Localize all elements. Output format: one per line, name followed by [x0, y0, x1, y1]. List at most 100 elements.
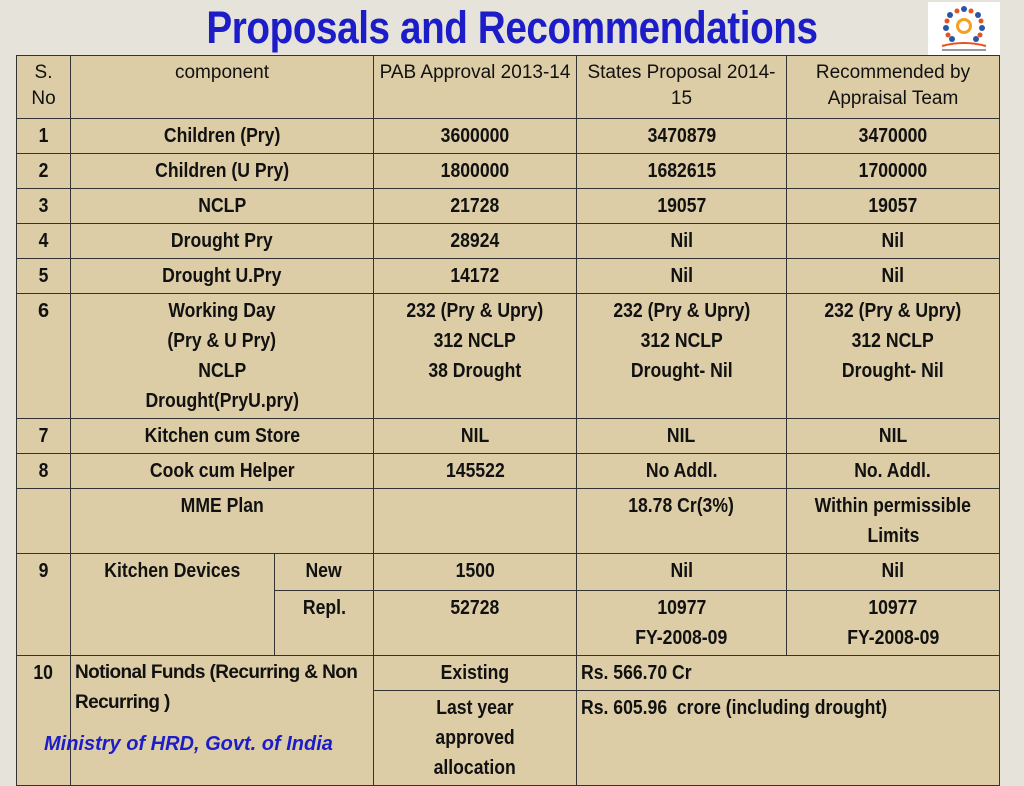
table-header-row: S. No component PAB Approval 2013-14 Sta…	[16, 55, 1000, 119]
cell-pab: 145522	[373, 453, 577, 489]
scheme-logo	[928, 2, 1000, 56]
cell-line: allocation	[433, 757, 517, 779]
cell-text: 1700000	[858, 160, 928, 182]
cell-pab: 1500	[373, 553, 577, 591]
table-row: 2 Children (U Pry) 1800000 1682615 1700000	[16, 153, 1000, 189]
table-row-cook: 8 Cook cum Helper 145522 No Addl. No. Ad…	[16, 453, 1000, 489]
cell-states: Nil	[576, 223, 787, 259]
table-row: 3 NCLP 21728 19057 19057	[16, 188, 1000, 224]
header-states-proposal: States Proposal 2014-15	[576, 55, 787, 119]
cell-notional-label: Existing	[373, 655, 577, 691]
cell-line: NCLP	[198, 360, 246, 382]
cell-text: Nil	[670, 560, 693, 582]
cell-text: Nil	[881, 230, 905, 252]
cell-states: 10977 FY-2008-09	[576, 590, 787, 656]
cell-sno: 1	[16, 118, 71, 154]
proposals-table: S. No component PAB Approval 2013-14 Sta…	[16, 55, 1000, 786]
table-row-working-day: 6 Working Day (Pry & U Pry) NCLP Drought…	[16, 293, 1000, 419]
header-pab-approval: PAB Approval 2013-14	[373, 55, 577, 119]
cell-line: Limits	[867, 525, 919, 547]
cell-component: Drought U.Pry	[70, 258, 374, 294]
cell-text: 3600000	[440, 125, 510, 147]
cell-sno: 7	[16, 418, 71, 454]
cell-states: No Addl.	[576, 453, 787, 489]
cell-line: approved	[435, 727, 515, 749]
cell-text: Drought Pry	[171, 230, 273, 252]
table-row-kitchen-devices-new: 9 Kitchen Devices New 1500 Nil Nil	[16, 553, 1000, 656]
cell-states: Nil	[576, 553, 787, 591]
table-row-kitchen-store: 7 Kitchen cum Store NIL NIL NIL	[16, 418, 1000, 454]
cell-line: Drought(PryU.pry)	[145, 390, 299, 412]
cell-component: Children (Pry)	[70, 118, 374, 154]
cell-line: 232 (Pry & Upry)	[406, 300, 544, 322]
cell-pab: 3600000	[373, 118, 577, 154]
cell-line: 38 Drought	[428, 360, 522, 382]
cell-subtype: Repl.	[274, 590, 374, 656]
cell-component: NCLP	[70, 188, 374, 224]
cell-text: Rs. 566.70 Cr	[581, 662, 692, 684]
cell-states: 19057	[576, 188, 787, 224]
cell-text: 8	[38, 460, 49, 482]
cell-line: 232 (Pry & Upry)	[613, 300, 750, 322]
cell-states: 1682615	[576, 153, 787, 189]
cell-text: Cook cum Helper	[149, 460, 295, 482]
cell-text: Nil	[881, 560, 905, 582]
cell-sno: 8	[16, 453, 71, 489]
cell-text: NIL	[667, 425, 696, 447]
cell-states: 3470879	[576, 118, 787, 154]
cell-recommended: Nil	[786, 553, 1000, 591]
cell-sno: 10	[16, 655, 71, 786]
cell-pab: 28924	[373, 223, 577, 259]
table-row: 1 Children (Pry) 3600000 3470879 3470000	[16, 118, 1000, 154]
cell-text: 21728	[450, 195, 500, 217]
cell-recommended: 232 (Pry & Upry) 312 NCLP Drought- Nil	[786, 293, 1000, 419]
cell-notional-value: Rs. 605.96 crore (including drought)	[576, 690, 1000, 786]
cell-component: MME Plan	[70, 488, 374, 554]
cell-text: Kitchen cum Store	[144, 425, 300, 447]
cell-text: NIL	[460, 425, 490, 447]
cell-text: 4	[38, 230, 49, 252]
cell-recommended: No. Addl.	[786, 453, 1000, 489]
cell-line: Working Day	[168, 300, 276, 322]
cell-text: 19057	[657, 195, 706, 217]
cell-text: MME Plan	[180, 495, 264, 517]
cell-states: Nil	[576, 258, 787, 294]
cell-component: Cook cum Helper	[70, 453, 374, 489]
cell-notional-value: Rs. 566.70 Cr	[576, 655, 1000, 691]
cell-text: Children (U Pry)	[155, 160, 289, 182]
cell-sno: 4	[16, 223, 71, 259]
cell-text: Children (Pry)	[163, 125, 281, 147]
cell-line: FY-2008-09	[635, 627, 728, 649]
cell-text: 14172	[450, 265, 500, 287]
cell-line: 10977	[868, 597, 918, 619]
cell-text: 5	[38, 265, 49, 287]
cell-recommended: Nil	[786, 258, 1000, 294]
cell-text: 9	[38, 560, 49, 582]
cell-text: 10	[33, 662, 54, 684]
cell-text: 3470879	[647, 125, 716, 147]
cell-component: Kitchen Devices	[70, 553, 275, 656]
cell-sno: 6	[16, 293, 71, 419]
cell-text: Rs. 605.96 crore (including drought)	[581, 697, 888, 719]
cell-recommended: Within permissible Limits	[786, 488, 1000, 554]
cell-sno	[16, 488, 71, 554]
cell-pab: 232 (Pry & Upry) 312 NCLP 38 Drought	[373, 293, 577, 419]
cell-recommended: 3470000	[786, 118, 1000, 154]
cell-text: Kitchen Devices	[104, 560, 241, 582]
cell-states: 18.78 Cr(3%)	[576, 488, 787, 554]
cell-line: 312 NCLP	[433, 330, 517, 352]
footer-ministry: Ministry of HRD, Govt. of India	[44, 733, 333, 755]
cell-line: Last year	[436, 697, 514, 719]
cell-text: New	[305, 560, 343, 582]
cell-text: 19057	[868, 195, 918, 217]
cell-component: Children (U Pry)	[70, 153, 374, 189]
scheme-logo-figures-icon	[941, 6, 987, 51]
cell-text: Nil	[670, 230, 693, 252]
cell-recommended: 10977 FY-2008-09	[786, 590, 1000, 656]
cell-line: 312 NCLP	[851, 330, 935, 352]
cell-recommended: 19057	[786, 188, 1000, 224]
cell-text: 1	[38, 125, 49, 147]
cell-text: Drought U.Pry	[162, 265, 282, 287]
cell-text: 52728	[450, 597, 500, 619]
cell-component: Notional Funds (Recurring & Non Recurrin…	[70, 655, 374, 786]
